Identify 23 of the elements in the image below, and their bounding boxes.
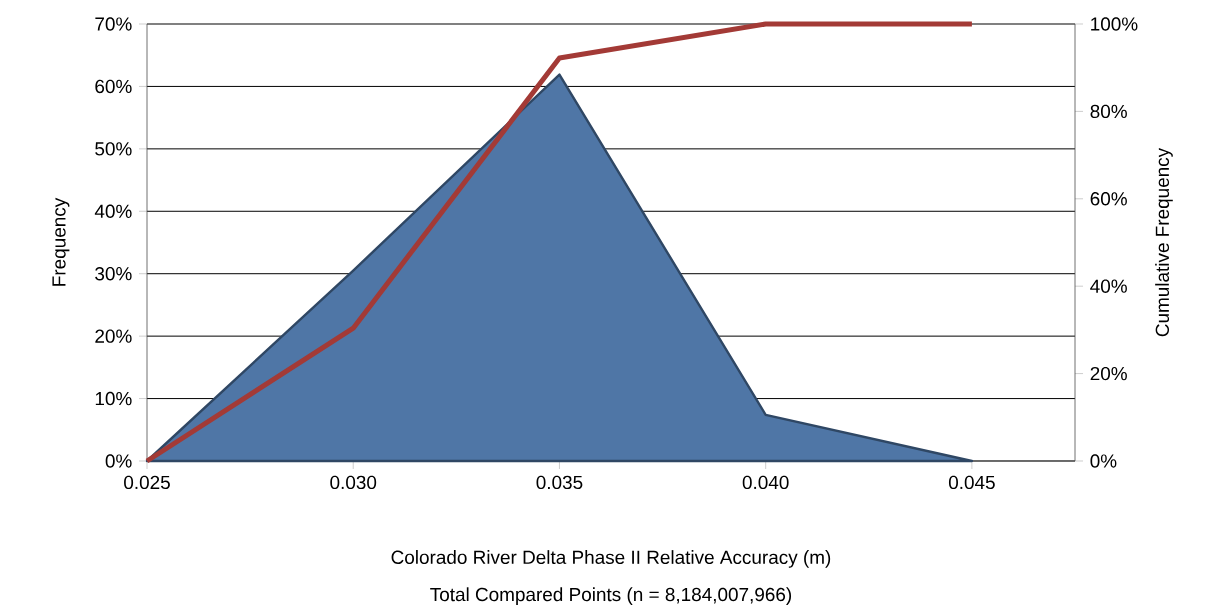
- y2-tick-label: 60%: [1090, 192, 1127, 206]
- y2-axis-title: Cumulative Frequency: [1155, 147, 1173, 337]
- x-tick-label: 0.035: [536, 475, 583, 490]
- y-tick-label: 0%: [105, 454, 132, 468]
- y2-tick-label: 0%: [1090, 454, 1117, 468]
- x-axis-title: Colorado River Delta Phase II Relative Accuracy (m): [391, 550, 831, 568]
- y-tick-label: 60%: [95, 79, 132, 94]
- y-tick-label: 50%: [95, 142, 132, 156]
- y-tick-label: 30%: [95, 267, 132, 281]
- x-tick-label: 0.040: [742, 475, 789, 490]
- x-tick-label: 0.045: [948, 475, 995, 490]
- x-tick-label: 0.030: [330, 475, 377, 490]
- x-tick-label: 0.025: [124, 475, 170, 490]
- y-tick-label: 40%: [94, 204, 132, 218]
- y-tick-label: 20%: [95, 329, 132, 343]
- y2-tick-label: 40%: [1090, 279, 1127, 293]
- y-axis-title: Frequency: [52, 197, 70, 286]
- y-tick-label: 70%: [95, 17, 132, 31]
- y2-tick-label: 100%: [1091, 17, 1138, 31]
- y2-tick-label: 20%: [1090, 366, 1127, 381]
- y2-tick-label: 80%: [1090, 104, 1127, 119]
- y-tick-label: 10%: [95, 391, 132, 406]
- text: Total Compared Points (n = 8,184,007,966): [430, 587, 792, 605]
